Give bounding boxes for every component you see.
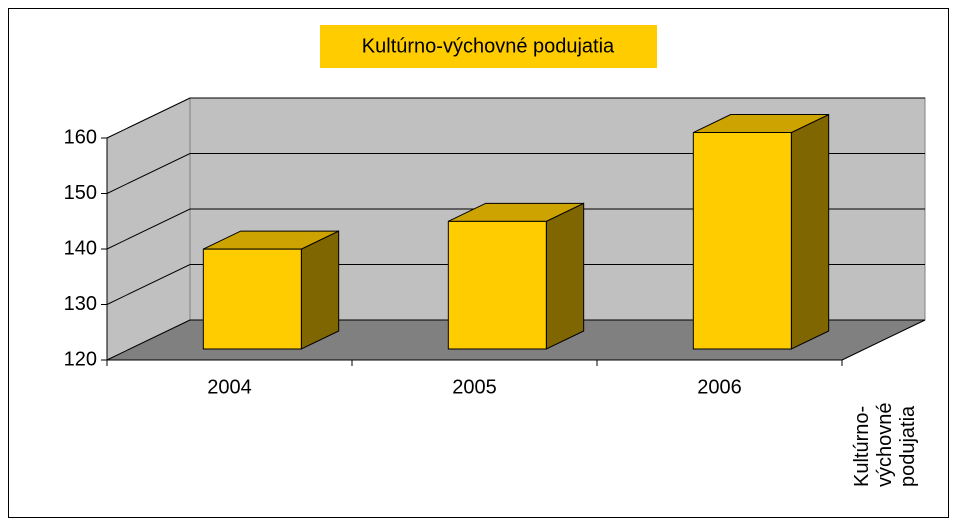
x-tick-label: 2005	[452, 376, 497, 398]
x-tick-label: 2006	[697, 376, 742, 398]
bar	[447, 220, 547, 350]
depth-axis	[841, 319, 926, 361]
bar-side	[545, 202, 585, 350]
bar	[692, 132, 792, 350]
depth-axis-label: Kultúrno-výchovné podujatia	[851, 402, 919, 488]
bar-side	[790, 113, 830, 350]
bar-side	[300, 230, 340, 350]
grid-line	[106, 97, 925, 139]
plot: 120 130 140 150 160 2004 2005 2006	[64, 97, 926, 398]
grid-line	[106, 153, 925, 194]
y-tick-label: 120	[64, 348, 97, 370]
x-tick-label: 2004	[207, 376, 252, 398]
y-tick-label: 130	[64, 293, 97, 315]
bar	[202, 248, 302, 350]
grid-line	[106, 264, 925, 305]
y-tick-label: 150	[64, 182, 97, 204]
grid-line	[106, 319, 925, 361]
title-box	[320, 25, 657, 68]
y-tick-label: 140	[64, 237, 97, 259]
grid-line	[106, 208, 925, 250]
chart-title: Kultúrno-výchovné podujatia	[362, 35, 615, 57]
y-tick-label: 160	[64, 126, 97, 148]
